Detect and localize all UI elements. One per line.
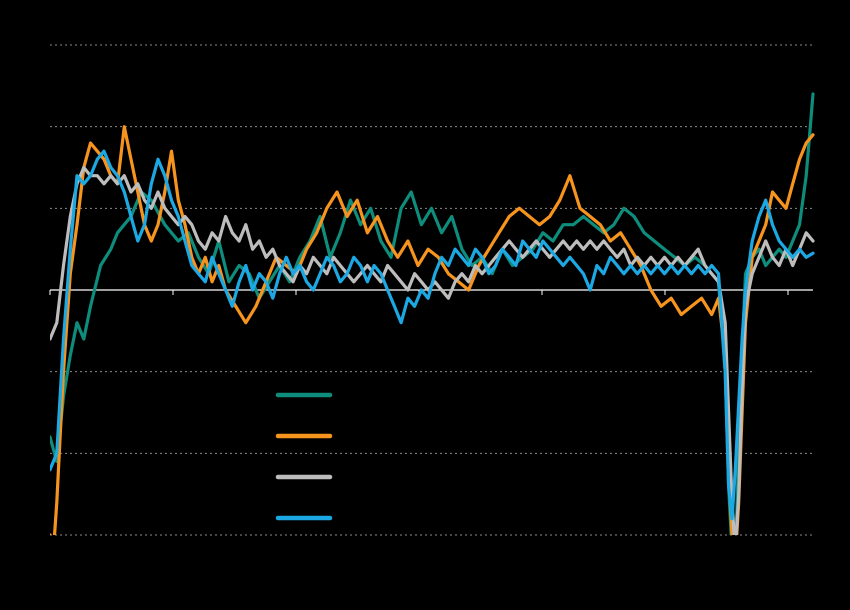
series-line-3 xyxy=(50,149,815,521)
series-line-1 xyxy=(50,125,815,535)
series-line-0 xyxy=(50,92,815,535)
